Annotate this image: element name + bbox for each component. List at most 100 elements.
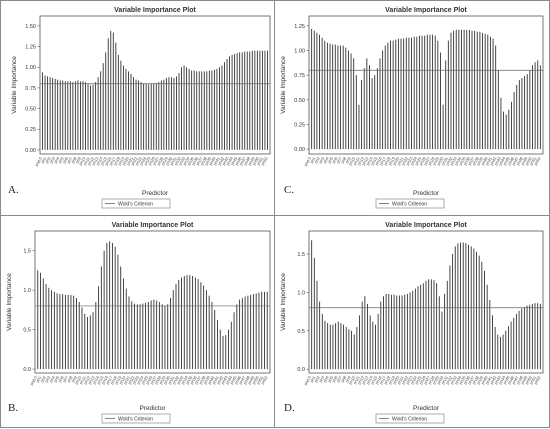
x-tick-label: ph24 (409, 374, 418, 385)
x-tick-label: ph18 (383, 155, 392, 166)
x-tick-label: ph18 (112, 155, 121, 166)
x-tick-label: ph38 (471, 155, 480, 166)
x-tick-label: ph12 (356, 374, 365, 385)
x-tick-label: ph10 (74, 374, 83, 385)
x-tick-label: ph15 (370, 374, 379, 385)
y-tick-label: 0.75 (25, 86, 36, 92)
x-tick-label: ph44 (224, 374, 233, 385)
legend-label: Wold's Criterion (392, 417, 427, 423)
x-tick-label: ph9 (74, 155, 82, 164)
y-tick-label: 1.00 (25, 65, 36, 71)
x-tick-label: ph34 (182, 155, 191, 166)
x-tick-label: ph52 (533, 374, 542, 385)
chart-title: Variable Importance Plot (114, 7, 196, 14)
x-tick-label: ph1 (309, 155, 317, 164)
x-tick-label: ph35 (458, 155, 467, 166)
plot-area (39, 15, 271, 155)
x-tick-label: ph21 (122, 374, 131, 385)
x-tick-label: ph4 (53, 155, 61, 164)
x-tick-label: ph25 (143, 155, 152, 166)
x-tick-label: ph41 (212, 155, 221, 166)
x-tick-label: ph17 (378, 155, 387, 166)
x-tick-label: ph9 (70, 374, 78, 383)
x-tick-label: ph15 (99, 155, 108, 166)
x-tick-label: ph5 (326, 374, 334, 383)
x-tick-label: ph44 (225, 155, 234, 166)
x-tick-label: ph29 (160, 155, 169, 166)
chart-b: Variable Importance Plot 0.0 0.5 1.0 1.5 Vari… (6, 222, 271, 424)
x-tick-label: ph47 (511, 155, 520, 166)
x-tick-label: ph5 (53, 374, 61, 383)
x-tick-label: ph40 (207, 374, 216, 385)
y-tick-label: 0.25 (294, 122, 305, 128)
x-tick-label: ph46 (234, 155, 243, 166)
x-tick-label: ph14 (365, 374, 374, 385)
x-tick-label: ph45 (502, 155, 511, 166)
x-tick-label: ph36 (189, 374, 198, 385)
x-tick-label: ph41 (211, 374, 220, 385)
x-tick-label: ph17 (105, 374, 114, 385)
y-tick-label: 0.5 (297, 329, 305, 335)
x-tick-label: ph51 (528, 374, 537, 385)
x-tick-label: ph34 (453, 155, 462, 166)
x-tick-label: ph11 (352, 155, 361, 166)
x-tick-label: ph40 (208, 155, 217, 166)
x-tick-label: ph48 (515, 155, 524, 166)
x-tick-label: ph13 (361, 155, 370, 166)
x-tick-label: ph30 (436, 374, 445, 385)
x-tick-label: ph47 (238, 155, 247, 166)
x-tick-label: ph11 (78, 374, 87, 385)
x-tick-label: ph19 (387, 374, 396, 385)
x-tick-label: ph26 (418, 155, 427, 166)
x-tick-label: ph27 (422, 155, 431, 166)
x-tick-label: ph16 (104, 155, 113, 166)
x-tick-label: ph26 (145, 374, 154, 385)
y-tick-label: 1.0 (23, 288, 31, 294)
x-tick-label: ph46 (233, 374, 242, 385)
x-tick-label: ph32 (445, 374, 454, 385)
x-tick-label: ph7 (61, 374, 69, 383)
x-tick-label: ph9 (344, 374, 352, 383)
x-tick-label: ph26 (147, 155, 156, 166)
legend-label: Wold's Criterion (392, 202, 427, 208)
x-tick-label: ph42 (217, 155, 226, 166)
legend-box (375, 413, 445, 424)
panel-c: Variable Importance Plot 0.00 0.25 0.50 0.75… (276, 2, 548, 214)
y-tick-label: 0.50 (25, 107, 36, 113)
x-tick-label: ph7 (66, 155, 74, 164)
x-tick-label: ph4 (48, 374, 56, 383)
x-tick-label: ph24 (136, 374, 145, 385)
x-tick-label: ph20 (392, 374, 401, 385)
legend-box (101, 198, 171, 209)
x-tick-label: ph2 (44, 155, 52, 164)
x-tick-label: ph32 (173, 155, 182, 166)
x-tick-label: ph15 (96, 374, 105, 385)
x-tick-label: ph38 (198, 374, 207, 385)
x-tick-label: ph24 (138, 155, 147, 166)
x-tick-label: ph48 (242, 374, 251, 385)
panel-divider-vertical (274, 1, 275, 427)
x-tick-label: ph37 (193, 374, 202, 385)
x-tick-label: phd.0 (34, 155, 44, 167)
x-tick-label: ph50 (524, 374, 533, 385)
x-tick-label: ph32 (445, 155, 454, 166)
x-tick-label: ph44 (498, 374, 507, 385)
plot-area (308, 15, 544, 155)
x-tick-label: ph26 (418, 374, 427, 385)
x-tick-label: ph4 (322, 374, 330, 383)
x-tick-label: ph52 (260, 155, 269, 166)
x-tick-label: phd.0 (29, 374, 39, 386)
y-tick-label: 0.50 (294, 98, 305, 104)
x-tick-label: ph11 (82, 155, 91, 166)
x-tick-label: ph18 (383, 374, 392, 385)
chart-title: Variable Importance Plot (112, 222, 194, 229)
x-tick-label: ph37 (467, 374, 476, 385)
x-tick-label: ph48 (515, 374, 524, 385)
x-tick-label: ph16 (374, 374, 383, 385)
y-axis-label: Variable Importance (280, 56, 287, 114)
x-tick-label: ph49 (520, 374, 529, 385)
x-tick-label: ph11 (352, 374, 361, 385)
x-tick-label: phd.0 (303, 374, 313, 386)
x-tick-label: ph10 (347, 374, 356, 385)
x-tick-label: ph28 (427, 155, 436, 166)
